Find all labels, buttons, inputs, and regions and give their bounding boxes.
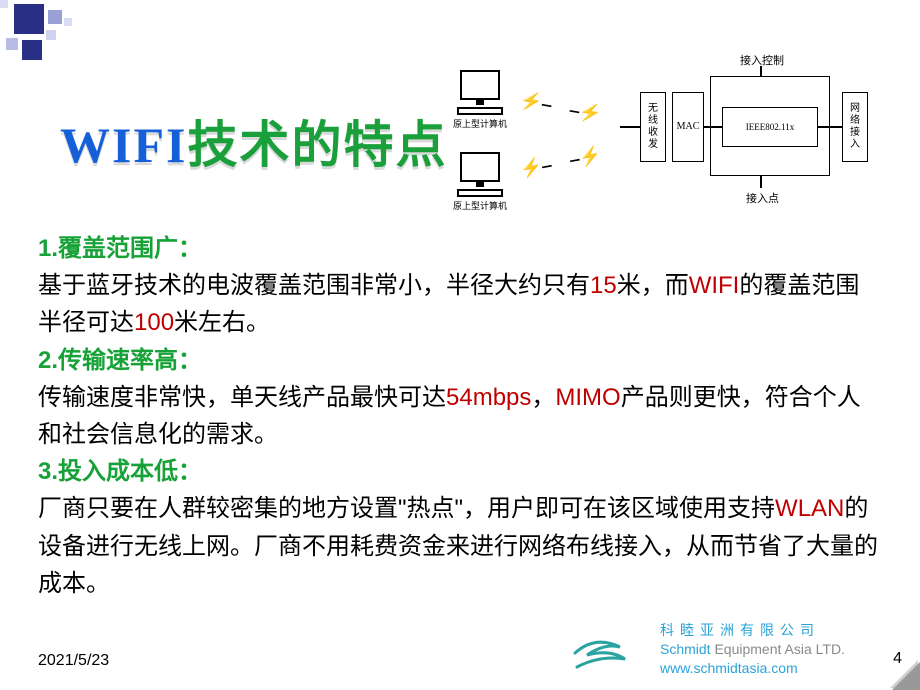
paragraph-1: 基于蓝牙技术的电波覆盖范围非常小，半径大约只有15米，而WIFI的覆盖范围半径可…	[38, 267, 882, 341]
deco-square	[14, 4, 44, 34]
company-name-cn: 科睦亚洲有限公司	[660, 621, 845, 640]
paragraph-3: 厂商只要在人群较密集的地方设置"热点"，用户即可在该区域使用支持WLAN的设备进…	[38, 490, 882, 602]
signal-icon: ⎯⚡	[568, 99, 603, 125]
company-logo	[560, 633, 640, 680]
footer-date: 2021/5/23	[38, 652, 109, 670]
computer-icon: 原上型计算机	[450, 70, 510, 130]
footer-company: 科睦亚洲有限公司 Schmidt Equipment Asia LTD. www…	[660, 621, 845, 678]
wifi-diagram: 接入控制 原上型计算机 原上型计算机 ⚡⎯ ⎯⚡ ⚡⎯ ⎯⚡ 无 线 收 发 M…	[450, 52, 880, 222]
deco-square	[0, 0, 8, 8]
slide-body: 1.覆盖范围广： 基于蓝牙技术的电波覆盖范围非常小，半径大约只有15米，而WIF…	[38, 230, 882, 602]
heading-1: 1.覆盖范围广：	[38, 235, 202, 262]
signal-icon: ⎯⚡	[568, 144, 603, 170]
diagram-box-ieee: IEEE802.11x	[722, 107, 818, 147]
deco-square	[22, 40, 42, 60]
company-url: www.schmidtasia.com	[660, 659, 845, 678]
company-name-en: Schmidt Equipment Asia LTD.	[660, 640, 845, 659]
signal-icon: ⚡⎯	[518, 89, 553, 115]
paragraph-2: 传输速度非常快，单天线产品最快可达54mbps，MIMO产品则更快，符合个人和社…	[38, 379, 882, 453]
slide-title: WIFI技术的特点 WIFI技术的特点	[60, 105, 447, 177]
heading-2: 2.传输速率高：	[38, 347, 202, 374]
computer-icon: 原上型计算机	[450, 152, 510, 212]
deco-square	[6, 38, 18, 50]
diagram-box-network: 网 络 接 入	[842, 92, 868, 162]
diagram-box-wireless: 无 线 收 发	[640, 92, 666, 162]
deco-square	[48, 10, 62, 24]
signal-icon: ⚡⎯	[518, 154, 553, 180]
diagram-box-mac: MAC	[672, 92, 704, 162]
title-main: WIFI技术的特点	[60, 105, 447, 177]
page-fold	[892, 662, 920, 690]
diagram-label-bottom: 接入点	[746, 190, 779, 206]
deco-square	[46, 30, 56, 40]
deco-square	[64, 18, 72, 26]
heading-3: 3.投入成本低：	[38, 458, 202, 485]
corner-decoration	[0, 0, 140, 80]
diagram-label-top: 接入控制	[740, 52, 784, 68]
